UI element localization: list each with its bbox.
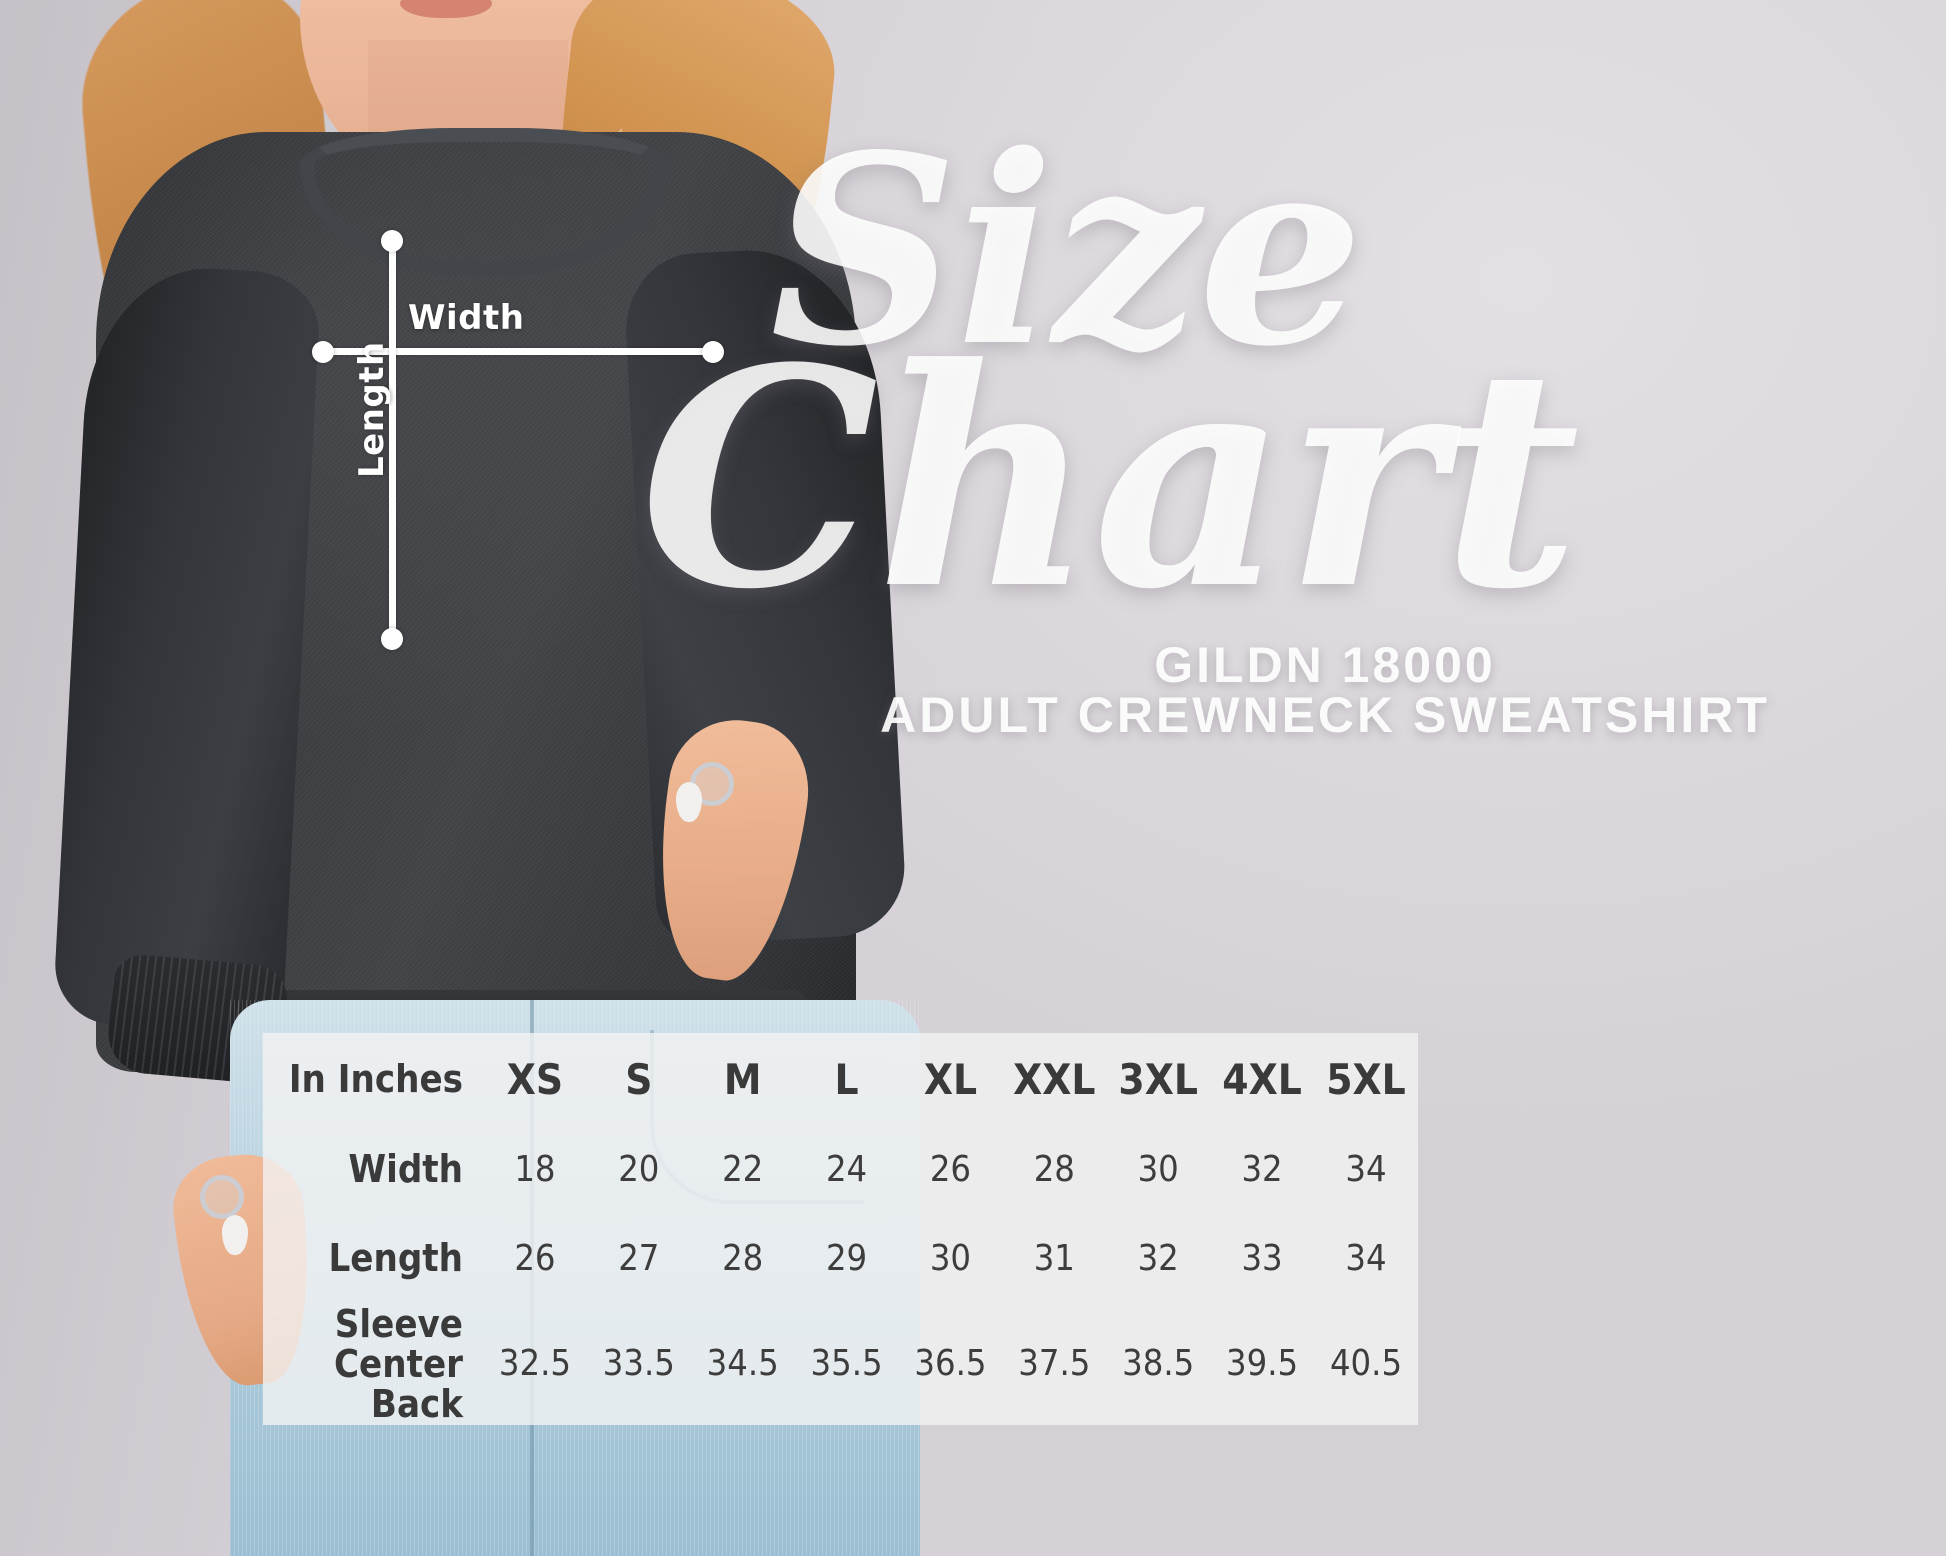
cell-length-5xl: 34 — [1345, 1237, 1387, 1279]
cell-width-4xl: 32 — [1241, 1148, 1283, 1190]
fingernail-lower — [222, 1215, 248, 1255]
row-label-length: Length — [328, 1236, 463, 1281]
size-column-xs: XS — [506, 1054, 564, 1104]
size-table-panel: In Inches XS S M L XL XXL 3XL 4XL 5XL Wi… — [263, 1033, 1418, 1425]
cell-sleeve-xxl: 37.5 — [1018, 1343, 1091, 1385]
size-column-3xl: 3XL — [1118, 1054, 1198, 1104]
product-description: ADULT CREWNECK SWEATSHIRT — [0, 686, 1946, 744]
length-guide-line — [389, 238, 396, 642]
product-model-text: GILDN 18000 — [1154, 637, 1496, 693]
cell-sleeve-3xl: 38.5 — [1122, 1343, 1195, 1385]
cell-length-xxl: 31 — [1033, 1237, 1075, 1279]
width-guide-dot-right — [702, 341, 724, 363]
cell-width-xs: 18 — [514, 1148, 556, 1190]
cell-width-3xl: 30 — [1137, 1148, 1179, 1190]
product-model-name: GILDN 18000 — [0, 636, 1946, 694]
product-description-text: ADULT CREWNECK SWEATSHIRT — [880, 687, 1770, 743]
width-guide-label: Width — [408, 298, 525, 338]
cell-sleeve-xs: 32.5 — [498, 1343, 571, 1385]
cell-length-xs: 26 — [514, 1237, 556, 1279]
length-guide-dot-bottom — [381, 628, 403, 650]
size-column-s: S — [625, 1054, 653, 1104]
length-guide-dot-top — [381, 230, 403, 252]
cell-sleeve-4xl: 39.5 — [1226, 1343, 1299, 1385]
table-row: Length 26 27 28 29 30 31 32 33 34 — [263, 1214, 1418, 1303]
row-label-sleeve-line2: Center Back — [333, 1341, 463, 1427]
cell-length-4xl: 33 — [1241, 1237, 1283, 1279]
cell-sleeve-5xl: 40.5 — [1329, 1343, 1403, 1385]
cell-width-xxl: 28 — [1033, 1148, 1075, 1190]
size-column-5xl: 5XL — [1326, 1054, 1406, 1104]
row-label-sleeve-line1: Sleeve — [334, 1301, 463, 1346]
cell-sleeve-xl: 36.5 — [914, 1343, 987, 1385]
width-guide-dot-left — [312, 341, 334, 363]
size-column-xl: XL — [923, 1054, 978, 1104]
cell-length-l: 29 — [825, 1237, 868, 1279]
fingernail-upper — [676, 782, 702, 822]
size-table-head: In Inches XS S M L XL XXL 3XL 4XL 5XL — [263, 1033, 1418, 1125]
model-lips — [400, 0, 492, 18]
cell-width-l: 24 — [825, 1148, 868, 1190]
cell-length-m: 28 — [722, 1237, 764, 1279]
size-table-header-row: In Inches XS S M L XL XXL 3XL 4XL 5XL — [263, 1033, 1418, 1125]
size-column-l: L — [834, 1054, 859, 1104]
table-row: Sleeve Center Back 32.5 33.5 34.5 35.5 3… — [263, 1303, 1418, 1425]
size-column-m: M — [723, 1054, 762, 1104]
cell-width-xl: 26 — [929, 1148, 972, 1190]
cell-length-s: 27 — [618, 1237, 660, 1279]
ring-lower — [200, 1175, 244, 1219]
cell-width-s: 20 — [618, 1148, 660, 1190]
table-row: Width 18 20 22 24 26 28 30 32 34 — [263, 1125, 1418, 1214]
cell-length-xl: 30 — [929, 1237, 972, 1279]
cell-width-m: 22 — [722, 1148, 764, 1190]
row-label-sleeve: Sleeve Center Back — [263, 1303, 483, 1425]
size-column-4xl: 4XL — [1222, 1054, 1302, 1104]
table-corner-label: In Inches — [288, 1056, 463, 1101]
cell-sleeve-s: 33.5 — [602, 1343, 675, 1385]
width-guide-line — [320, 348, 720, 355]
cell-sleeve-l: 35.5 — [810, 1343, 883, 1385]
row-label-width: Width — [348, 1147, 463, 1192]
size-table: In Inches XS S M L XL XXL 3XL 4XL 5XL Wi… — [263, 1033, 1418, 1425]
cell-sleeve-m: 34.5 — [706, 1343, 779, 1385]
cell-width-5xl: 34 — [1345, 1148, 1387, 1190]
cell-length-3xl: 32 — [1137, 1237, 1179, 1279]
size-column-xxl: XXL — [1013, 1054, 1096, 1104]
length-guide-label: Length — [352, 341, 392, 478]
size-table-body: Width 18 20 22 24 26 28 30 32 34 Length … — [263, 1125, 1418, 1425]
